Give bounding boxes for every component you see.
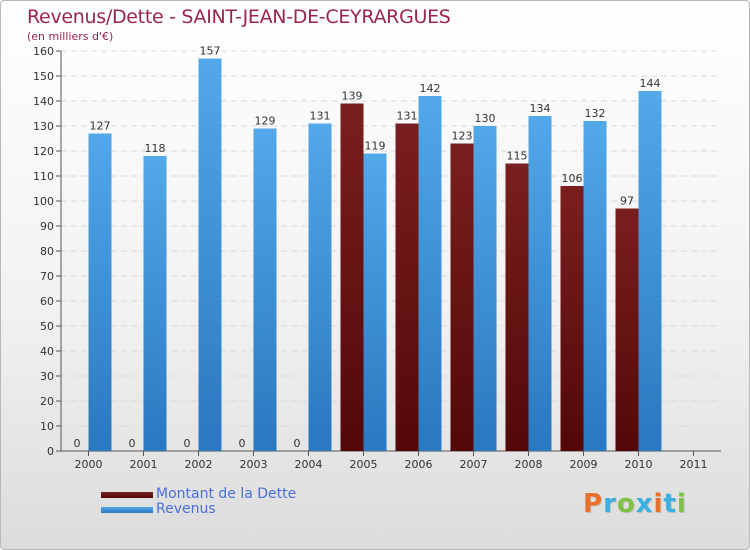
bar-revenus xyxy=(308,123,332,451)
value-label-revenus: 157 xyxy=(200,45,221,58)
logo-letter: r xyxy=(603,489,617,519)
y-tick-label: 0 xyxy=(47,445,54,458)
bar-dette xyxy=(340,103,364,451)
bar-dette xyxy=(560,186,584,451)
value-label-dette: 0 xyxy=(294,437,301,450)
y-tick-label: 20 xyxy=(40,395,54,408)
x-tick-label: 2009 xyxy=(570,458,598,471)
value-label-revenus: 132 xyxy=(585,107,606,120)
proxiti-logo: Proxiti xyxy=(583,489,687,519)
y-tick-label: 30 xyxy=(40,370,54,383)
logo-letter: P xyxy=(583,489,604,519)
bar-revenus xyxy=(528,116,552,451)
legend-swatch-dette xyxy=(101,492,153,498)
y-tick-label: 100 xyxy=(33,195,54,208)
logo-letter: i xyxy=(676,489,687,519)
value-label-dette: 0 xyxy=(74,437,81,450)
value-label-revenus: 118 xyxy=(145,142,166,155)
bar-dette xyxy=(450,143,474,451)
value-label-dette: 131 xyxy=(397,110,418,123)
value-label-dette: 139 xyxy=(342,90,363,103)
value-label-dette: 97 xyxy=(620,195,634,208)
x-tick-label: 2002 xyxy=(185,458,213,471)
logo-letter: x xyxy=(635,489,654,519)
value-label-dette: 106 xyxy=(562,172,583,185)
bar-revenus xyxy=(418,96,442,451)
y-tick-label: 10 xyxy=(40,420,54,433)
y-tick-label: 110 xyxy=(33,170,54,183)
value-label-revenus: 129 xyxy=(255,115,276,128)
bar-revenus xyxy=(198,58,222,451)
x-tick-label: 2007 xyxy=(460,458,488,471)
y-tick-label: 160 xyxy=(33,45,54,58)
chart-subtitle: (en milliers d'€) xyxy=(27,30,114,43)
value-label-dette: 0 xyxy=(129,437,136,450)
logo-letter: o xyxy=(616,489,636,519)
x-tick-label: 2005 xyxy=(350,458,378,471)
y-tick-label: 80 xyxy=(40,245,54,258)
value-label-revenus: 130 xyxy=(475,112,496,125)
value-label-dette: 123 xyxy=(452,130,473,143)
y-tick-label: 40 xyxy=(40,345,54,358)
y-tick-label: 120 xyxy=(33,145,54,158)
y-tick-label: 60 xyxy=(40,295,54,308)
y-tick-label: 90 xyxy=(40,220,54,233)
legend-label-dette: Montant de la Dette xyxy=(156,486,297,502)
y-tick-label: 70 xyxy=(40,270,54,283)
value-label-dette: 0 xyxy=(184,437,191,450)
bar-dette xyxy=(505,163,529,451)
x-tick-label: 2004 xyxy=(295,458,323,471)
bar-revenus xyxy=(473,126,497,451)
x-tick-label: 2008 xyxy=(515,458,543,471)
x-tick-label: 2011 xyxy=(680,458,708,471)
x-tick-label: 2003 xyxy=(240,458,268,471)
value-label-dette: 115 xyxy=(507,150,528,163)
x-tick-label: 2010 xyxy=(625,458,653,471)
y-tick-label: 140 xyxy=(33,95,54,108)
value-label-dette: 0 xyxy=(239,437,246,450)
bar-dette xyxy=(395,123,419,451)
value-label-revenus: 144 xyxy=(640,77,661,90)
x-tick-label: 2006 xyxy=(405,458,433,471)
bar-revenus xyxy=(583,121,607,451)
bar-revenus xyxy=(143,156,167,451)
value-label-revenus: 119 xyxy=(365,140,386,153)
value-label-revenus: 127 xyxy=(90,120,111,133)
chart-title: Revenus/Dette - SAINT-JEAN-DE-CEYRARGUES xyxy=(27,6,451,28)
y-tick-label: 50 xyxy=(40,320,54,333)
bar-revenus xyxy=(363,153,387,451)
value-label-revenus: 131 xyxy=(310,110,331,123)
value-label-revenus: 142 xyxy=(420,82,441,95)
legend-label-revenus: Revenus xyxy=(156,501,216,517)
bar-revenus xyxy=(88,133,112,451)
logo-letter: t xyxy=(663,489,677,519)
y-tick-label: 130 xyxy=(33,120,54,133)
value-label-revenus: 134 xyxy=(530,102,551,115)
bar-revenus xyxy=(638,91,662,451)
legend-swatch-revenus xyxy=(101,507,153,513)
x-tick-label: 2001 xyxy=(130,458,158,471)
y-tick-label: 150 xyxy=(33,70,54,83)
bar-dette xyxy=(615,208,639,451)
bar-revenus xyxy=(253,128,277,451)
logo-letter: i xyxy=(653,489,664,519)
x-tick-label: 2000 xyxy=(75,458,103,471)
